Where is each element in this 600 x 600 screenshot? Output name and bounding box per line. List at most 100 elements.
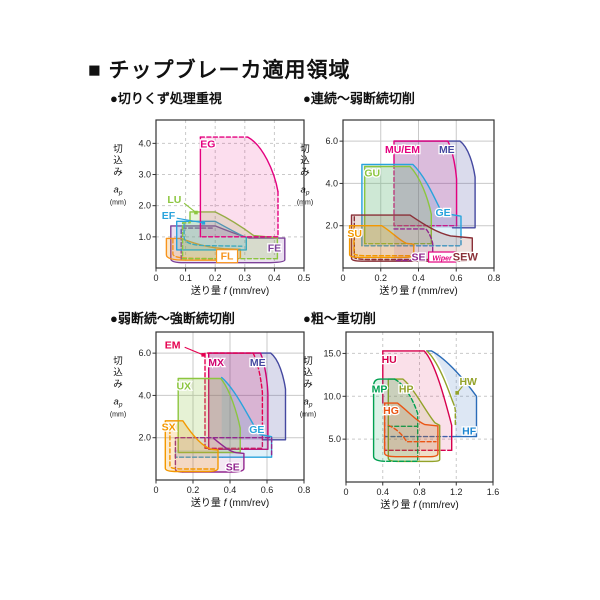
region-label-MUEM: MU/EM: [384, 143, 422, 158]
region-label-EG: EG: [199, 137, 217, 152]
x-tick-label: 0.8: [413, 487, 426, 497]
region-label-GE: GE: [434, 206, 452, 221]
region-label-HF: HF: [461, 424, 478, 439]
region-EM: [204, 352, 264, 449]
svg-text:込: 込: [113, 156, 123, 167]
region-HF: [383, 350, 478, 438]
svg-text:ap: ap: [114, 397, 123, 409]
svg-text:込: 込: [300, 156, 310, 167]
region-label-FE: FE: [266, 241, 282, 256]
y-axis-title: 切込み ap (mm): [297, 144, 313, 207]
region-label-HG: HG: [382, 404, 400, 419]
chart-title: ●連続～弱断続切削: [303, 91, 415, 106]
svg-text:SE: SE: [411, 252, 425, 264]
svg-text:(mm): (mm): [300, 412, 316, 419]
x-tick-label: 0.4: [268, 273, 281, 283]
region-label-GU: GU: [363, 166, 381, 181]
x-tick-label: 1.2: [450, 487, 463, 497]
region-EF: [176, 220, 247, 251]
axes: 0 0.1 0.2 0.3 0.4 0.5 1.0 2.0 3.0 4.0: [138, 138, 310, 283]
region-HG: [383, 402, 439, 458]
region-label-MX: MX: [207, 356, 225, 371]
region-GU: [364, 165, 432, 245]
x-axis-title: 送り量 f (mm/rev): [380, 498, 458, 511]
region-label-HW: HW: [455, 375, 478, 395]
svg-text:EM: EM: [165, 340, 181, 352]
x-axis-title: 送り量 f (mm/rev): [191, 496, 269, 509]
svg-text:MU/EM: MU/EM: [385, 144, 420, 156]
y-axis-title: 切込み ap (mm): [300, 356, 316, 419]
region-EG: [199, 136, 279, 238]
figure-title: ■ チップブレーカ適用領域: [88, 59, 351, 82]
y-tick-label: 2.0: [138, 433, 151, 443]
svg-text:ap: ap: [304, 397, 313, 409]
region-label-EM: EM: [164, 338, 205, 357]
region-label-SEW: SEW: [452, 250, 480, 265]
svg-text:LU: LU: [167, 194, 181, 206]
y-tick-label: 1.0: [138, 232, 151, 242]
svg-text:HG: HG: [383, 405, 399, 417]
svg-text:(mm): (mm): [297, 200, 313, 207]
y-tick-label: 5.0: [328, 434, 341, 444]
region-label-SE: SE: [410, 250, 427, 265]
region-SX: [164, 420, 219, 473]
region-label-Wiper: Wiper: [427, 251, 457, 263]
axes: 0 0.2 0.4 0.6 0.8 2.0 4.0 6.0: [325, 136, 500, 283]
region-FE: [170, 225, 286, 264]
x-tick-label: 0.5: [298, 273, 311, 283]
svg-text:MX: MX: [208, 357, 224, 369]
region-MU-EM: [393, 140, 458, 227]
svg-text:UX: UX: [176, 380, 191, 392]
region-label-EF: EF: [160, 209, 206, 225]
svg-text:EG: EG: [200, 138, 215, 150]
x-axis-title: 送り量 f (mm/rev): [191, 284, 269, 297]
svg-text:HP: HP: [399, 384, 414, 396]
x-tick-label: 0.1: [179, 273, 192, 283]
x-tick-label: 0.2: [187, 485, 200, 495]
x-tick-label: 0.8: [298, 485, 311, 495]
region-label-SU: SU: [346, 227, 363, 242]
svg-text:み: み: [303, 379, 313, 390]
y-tick-label: 10.0: [323, 391, 341, 401]
region-label-FL: FL: [215, 249, 239, 264]
svg-text:FL: FL: [221, 251, 234, 263]
svg-text:(mm): (mm): [110, 412, 126, 419]
chart-svg: 0 0.1 0.2 0.3 0.4 0.5 1.0 2.0 3.0 4.0 送り量 f (mm/re…: [110, 119, 310, 297]
y-tick-label: 3.0: [138, 170, 151, 180]
region-label-SE: SE: [225, 460, 242, 475]
x-tick-label: 0: [340, 273, 345, 283]
svg-text:GE: GE: [249, 424, 264, 436]
svg-text:Wiper: Wiper: [432, 256, 453, 263]
svg-text:FE: FE: [268, 243, 281, 255]
region-UX: [177, 377, 241, 454]
svg-text:SEW: SEW: [453, 252, 479, 264]
axes: 0 0.4 0.8 1.2 1.6 5.0 10.0 15.0: [323, 348, 499, 497]
x-tick-label: 0.6: [450, 273, 463, 283]
chart-block-rough-heavy-cutting: ●粗～重切削 0 0.4 0.8 1.2 1.6 5.0 10.0 15.0 送り量 f (mm…: [296, 300, 526, 518]
chart-title: ●切りくず処理重視: [110, 91, 222, 106]
chart-block-chip-control: ●切りくず処理重視 0 0.1 0.2 0.3 0.4 0.5 1.0 2.0 3.0 4.0 送り…: [96, 86, 326, 304]
region-SE: [393, 228, 434, 262]
x-tick-label: 0.4: [224, 485, 237, 495]
y-axis-title: 切込み ap (mm): [110, 144, 126, 207]
svg-text:EF: EF: [162, 210, 176, 222]
x-tick-label: 0.2: [374, 273, 387, 283]
svg-text:(mm): (mm): [110, 200, 126, 207]
chart-title: ●弱断続～強断続切削: [110, 311, 235, 326]
x-tick-label: 0.8: [488, 273, 501, 283]
region-label-ME: ME: [438, 143, 456, 158]
chart-svg: 0 0.4 0.8 1.2 1.6 5.0 10.0 15.0 送り量 f (mm/rev) 切込…: [300, 331, 499, 511]
region-label-HU: HU: [380, 353, 398, 368]
svg-text:切: 切: [113, 356, 123, 367]
y-tick-label: 15.0: [323, 348, 341, 358]
x-tick-label: 0.3: [239, 273, 252, 283]
svg-text:込: 込: [303, 368, 313, 379]
svg-text:み: み: [113, 167, 123, 178]
svg-text:HW: HW: [459, 376, 477, 388]
region-label-UX: UX: [175, 379, 192, 394]
svg-text:HU: HU: [382, 354, 397, 366]
region-HW: [426, 350, 456, 427]
region-label-HP: HP: [398, 382, 415, 397]
